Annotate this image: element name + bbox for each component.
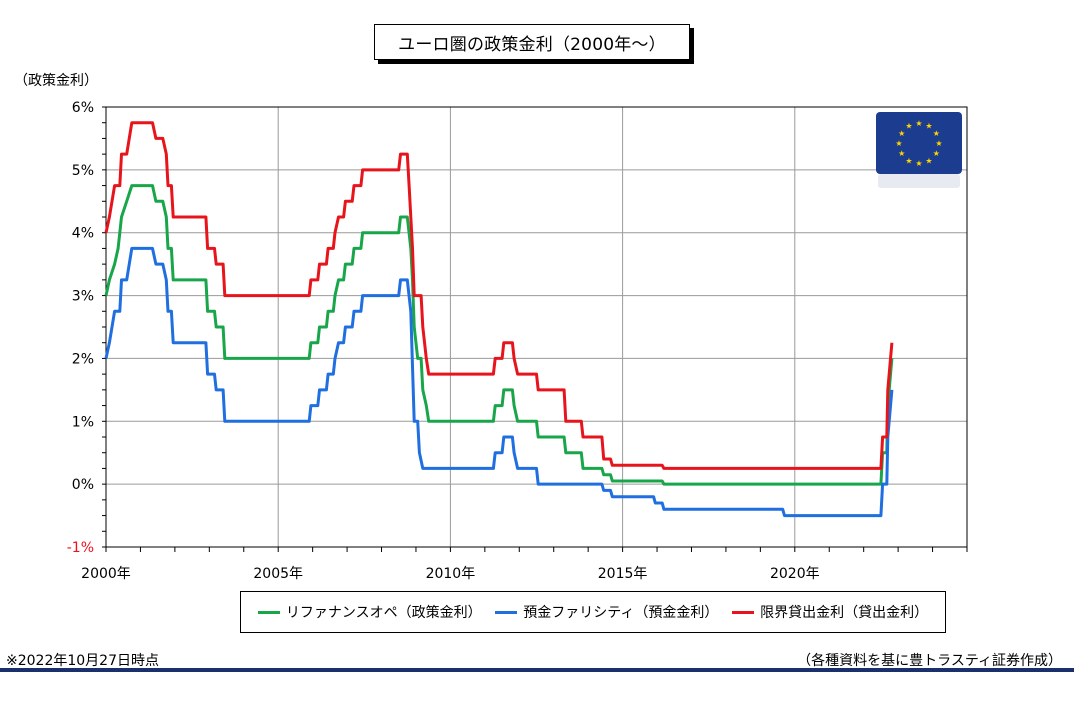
source-note: （各種資料を基に豊トラスティ証券作成） <box>797 653 1062 669</box>
legend-swatch-refinancing <box>257 610 280 614</box>
y-tick-label: 6% <box>72 100 94 116</box>
legend-item-refinancing: リファナンスオペ（政策金利） <box>257 602 482 622</box>
eu-flag-star: ★ <box>925 156 932 165</box>
eu-flag-star: ★ <box>915 159 922 168</box>
eu-flag-star: ★ <box>933 129 940 138</box>
eu-flag-icon <box>876 112 962 174</box>
eu-flag-star: ★ <box>935 139 942 148</box>
x-tick-label: 2000年 <box>81 566 131 582</box>
eu-flag-star: ★ <box>898 129 905 138</box>
eu-flag-star: ★ <box>898 149 905 158</box>
footnote: ※2022年10月27日時点 <box>6 653 159 669</box>
eu-flag-star: ★ <box>895 139 902 148</box>
legend-item-marginal-lending: 限界貸出金利（貸出金利） <box>732 602 928 622</box>
legend-label-marginal-lending: 限界貸出金利（貸出金利） <box>760 605 929 621</box>
y-tick-label: 3% <box>72 289 94 305</box>
eu-flag-star: ★ <box>915 119 922 128</box>
legend-label-refinancing: リファナンスオペ（政策金利） <box>285 605 482 621</box>
legend: リファナンスオペ（政策金利） 預金ファリシティ（預金金利） 限界貸出金利（貸出金… <box>240 591 946 633</box>
x-tick-label: 2015年 <box>598 566 648 582</box>
chart-title-text: ユーロ圏の政策金利（2000年～） <box>398 34 666 55</box>
x-tick-label: 2005年 <box>253 566 303 582</box>
legend-label-deposit: 預金ファリシティ（預金金利） <box>523 605 719 621</box>
bottom-rule <box>0 668 1074 672</box>
x-tick-label: 2010年 <box>426 566 476 582</box>
eu-flag-star: ★ <box>925 122 932 131</box>
y-tick-label: 5% <box>72 163 94 179</box>
y-tick-label: -1% <box>67 540 94 556</box>
y-tick-label: 4% <box>72 226 94 242</box>
legend-swatch-marginal-lending <box>732 610 755 614</box>
plot-border <box>105 106 968 548</box>
y-axis-label: （政策金利） <box>14 73 98 89</box>
legend-item-deposit: 預金ファリシティ（預金金利） <box>495 602 718 622</box>
y-tick-label: 2% <box>72 351 94 367</box>
y-tick-label: 0% <box>72 477 94 493</box>
chart-title: ユーロ圏の政策金利（2000年～） <box>374 24 690 60</box>
eu-flag-star: ★ <box>905 122 912 131</box>
series-line-1 <box>104 246 894 518</box>
eu-flag-star: ★ <box>933 149 940 158</box>
series-line-2 <box>104 121 894 470</box>
eu-flag-reflection <box>878 174 960 188</box>
y-tick-label: 1% <box>72 414 94 430</box>
eu-flag-star: ★ <box>905 156 912 165</box>
legend-swatch-deposit <box>495 610 518 614</box>
x-tick-label: 2020年 <box>770 566 820 582</box>
policy-rate-chart: 6% 5% 4% 3% 2% 1% 0% -1% 2000年 2005年 2010年 2015年 202… <box>67 100 968 582</box>
series-line-0 <box>104 184 894 486</box>
